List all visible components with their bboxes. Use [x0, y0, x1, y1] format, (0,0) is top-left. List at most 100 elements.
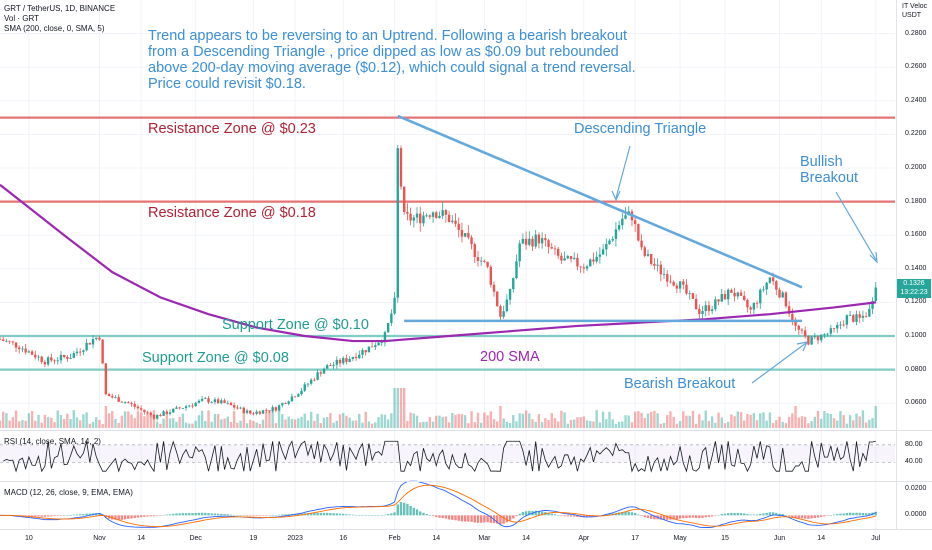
candle-body	[803, 330, 807, 337]
candle-body	[868, 308, 871, 317]
macd-histogram-bar	[496, 515, 499, 524]
macd-tick-label: 0.0200	[905, 484, 927, 492]
volume-bar	[733, 416, 736, 428]
candle-body	[720, 294, 723, 302]
volume-bar	[56, 410, 59, 428]
candle-body	[608, 240, 611, 245]
volume-bar	[710, 416, 714, 428]
volume-bar	[415, 415, 419, 428]
candle-body	[710, 309, 714, 312]
volume-bar	[46, 417, 50, 428]
candle-body	[656, 264, 659, 266]
macd-histogram-bar	[505, 515, 509, 523]
macd-histogram-bar	[232, 514, 236, 516]
sma-200-line	[0, 183, 876, 343]
candle-body	[521, 238, 525, 244]
rsi-legend[interactable]: RSI (14, close, SMA, 14, 2)	[4, 437, 101, 446]
candle-body	[72, 353, 75, 358]
volume-bar	[338, 414, 342, 428]
volume-bar	[521, 413, 525, 428]
candle-body	[528, 238, 531, 245]
volume-bar	[409, 412, 412, 428]
volume-bar	[377, 417, 380, 428]
time-tick-label: 14	[522, 535, 530, 542]
sma-legend[interactable]: SMA (200, close, 0, SMA, 5)	[4, 24, 105, 33]
candle-body	[329, 365, 332, 366]
volume-bar	[399, 388, 403, 428]
price-tick-label: 0.2600	[905, 63, 927, 71]
candle-body	[550, 247, 553, 249]
candle-body	[621, 218, 624, 226]
macd-histogram-bar	[617, 512, 621, 516]
candle-body	[114, 397, 117, 399]
price-tick-label: 0.0600	[905, 399, 927, 407]
volume-bar	[508, 423, 512, 428]
volume-bar	[441, 416, 444, 428]
macd-histogram-bar	[274, 515, 278, 516]
macd-histogram-bar	[694, 515, 698, 518]
volume-bar	[492, 419, 496, 428]
candle-body	[496, 291, 499, 307]
macd-histogram-bar	[473, 515, 476, 523]
candle-body	[75, 351, 79, 354]
time-tick-label: 14	[432, 535, 441, 542]
candle-body	[473, 244, 476, 258]
volume-bar	[53, 422, 56, 428]
volume-bar	[820, 418, 823, 428]
candle-body	[123, 402, 127, 404]
time-tick-label: 2023	[287, 535, 303, 542]
candle-body	[864, 315, 868, 317]
volume-bar	[621, 421, 624, 428]
macd-histogram-bar	[415, 509, 419, 516]
volume-bar	[467, 423, 470, 428]
volume-bar	[88, 423, 92, 428]
macd-histogram-bar	[120, 515, 124, 520]
macd-histogram-bar	[386, 514, 390, 516]
macd-histogram-bar	[826, 515, 829, 516]
candle-body	[861, 315, 865, 318]
candle-body	[723, 294, 727, 300]
price-tick-label: 0.2000	[905, 164, 927, 171]
macd-histogram-bar	[787, 515, 791, 517]
volume-bar	[21, 420, 24, 428]
pane-separator	[0, 529, 932, 530]
candle-body	[95, 337, 98, 340]
volume-bar	[435, 415, 438, 428]
candle-body	[367, 346, 371, 353]
macd-histogram-bar	[848, 512, 852, 516]
macd-histogram-bar	[229, 514, 233, 516]
macd-histogram-bar	[451, 515, 454, 520]
candles	[0, 144, 877, 421]
volume-bar	[749, 414, 752, 428]
candle-body	[354, 357, 358, 359]
volume-bar	[252, 420, 255, 428]
volume-bar	[736, 411, 740, 428]
macd-histogram-bar	[335, 513, 339, 516]
symbol-legend[interactable]: GRT / TetherUS, 1D, BINANCE	[4, 4, 116, 13]
macd-histogram-bar	[556, 515, 560, 516]
macd-legend[interactable]: MACD (12, 26, close, 9, EMA, EMA)	[4, 488, 133, 497]
macd-histogram-bar	[361, 514, 364, 516]
candle-body	[207, 398, 210, 403]
volume-bar	[146, 413, 149, 428]
macd-histogram-bar	[85, 513, 88, 516]
macd-histogram-bar	[300, 513, 303, 516]
price-tick-label: 0.0800	[905, 365, 927, 373]
macd-histogram-bar	[88, 513, 92, 516]
macd-histogram-bar	[515, 515, 518, 517]
macd-histogram-bar	[255, 515, 258, 516]
volume-legend[interactable]: Vol · GRT	[4, 14, 39, 23]
volume-bar	[284, 419, 287, 428]
descending-triangle-label: Descending Triangle	[574, 121, 707, 137]
volume-bar	[598, 422, 602, 428]
macd-histogram-bar	[82, 514, 85, 516]
candle-body	[370, 346, 374, 348]
macd-histogram-bar	[194, 512, 197, 516]
macd-histogram-bar	[326, 512, 329, 516]
candle-body	[24, 348, 27, 353]
volume-bar	[143, 416, 146, 428]
candle-body	[768, 277, 772, 283]
price-axis[interactable]	[896, 0, 932, 530]
candle-body	[322, 368, 326, 374]
